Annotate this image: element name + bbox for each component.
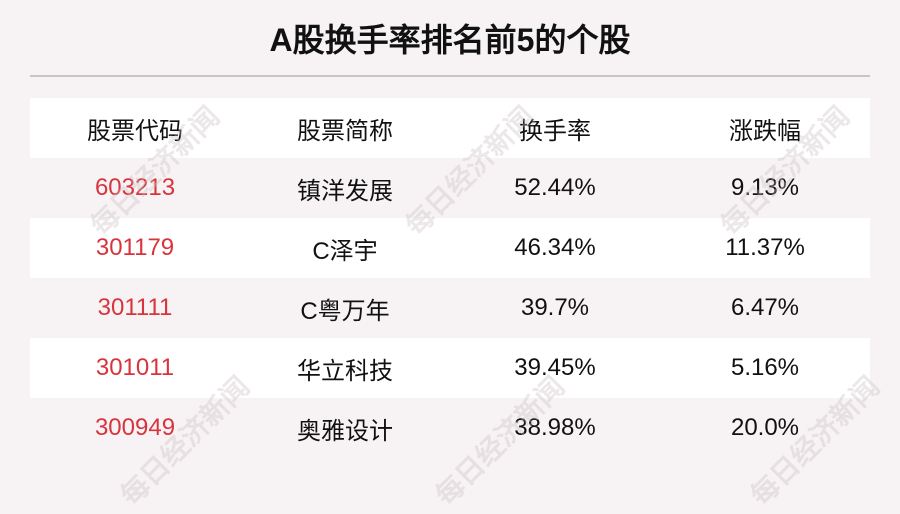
stock-code: 603213 [94,174,176,201]
page-title: A股换手率排名前5的个股 [269,22,631,58]
price-change: 11.37% [725,234,805,261]
stock-code: 301111 [97,294,173,321]
table-header: 股票代码 股票简称 换手率 涨跌幅 [30,98,870,158]
stock-code: 301179 [95,234,175,261]
price-change: 5.16% [730,354,800,381]
turnover-rate: 46.34% [514,234,596,261]
table-row: 300949 奥雅设计 38.98% 20.0% [30,398,870,458]
price-change: 20.0% [730,414,800,441]
stock-name: C泽宇 [312,237,378,265]
stock-code: 300949 [94,414,176,441]
header-name: 股票简称 [297,117,393,145]
turnover-rate: 39.45% [514,354,596,381]
stock-name: 华立科技 [297,357,393,385]
turnover-table: 股票代码 股票简称 换手率 涨跌幅 603213 镇洋发展 52.44% 9.1… [30,98,870,458]
price-change: 6.47% [730,294,800,321]
price-change: 9.13% [730,174,800,201]
table-row: 603213 镇洋发展 52.44% 9.13% [30,158,870,218]
header-turnover: 换手率 [519,117,591,145]
title-divider [30,75,870,77]
table-row: 301111 C粤万年 39.7% 6.47% [30,278,870,338]
turnover-rate: 52.44% [514,174,596,201]
turnover-rate: 39.7% [520,294,590,321]
stock-code: 301011 [95,354,175,381]
table-row: 301179 C泽宇 46.34% 11.37% [30,218,870,278]
table-row: 301011 华立科技 39.45% 5.16% [30,338,870,398]
header-change: 涨跌幅 [729,117,801,145]
turnover-rate: 38.98% [514,414,596,441]
header-code: 股票代码 [87,117,183,145]
stock-name: C粤万年 [300,297,390,325]
stock-name: 镇洋发展 [297,177,393,205]
stock-name: 奥雅设计 [297,417,393,445]
